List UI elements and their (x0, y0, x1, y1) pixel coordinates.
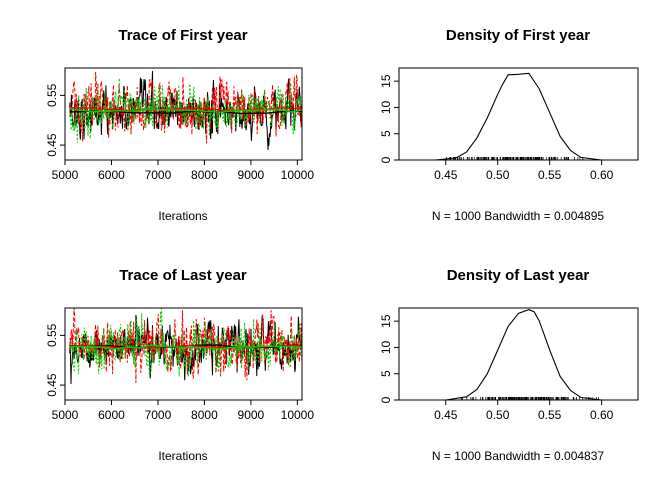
x-tick-label: 8000 (191, 408, 218, 422)
x-tick-label: 5000 (52, 408, 79, 422)
trace-line-series-2 (69, 71, 302, 144)
series-layer (445, 309, 602, 400)
series-layer (69, 71, 302, 151)
y-tick-label: 0 (379, 156, 393, 163)
x-axis-label: N = 1000 Bandwidth = 0.004895 (432, 209, 604, 223)
x-tick-label: 0.60 (590, 168, 614, 182)
y-tick-label: 5 (379, 130, 393, 137)
x-axis-label: Iterations (158, 209, 207, 223)
series-layer (69, 308, 302, 385)
axis-ticks: 0.45 0.50 0.55 0.60 0 5 10 15 (379, 74, 614, 182)
running-mean-series-3 (69, 344, 302, 350)
chart-title: Density of Last year (447, 267, 590, 284)
panel-trace-last-year: Trace of Last year 5000 6000 7000 8000 9000 1… (45, 267, 314, 463)
x-tick-label: 0.45 (434, 168, 458, 182)
rug-marks (460, 397, 599, 400)
panel-density-last-year: Density of Last year 0.45 0.50 0.55 0.60 0 5 1… (379, 267, 639, 463)
axis-ticks: 5000 6000 7000 8000 9000 10000 0.45 0.55 (45, 323, 314, 422)
x-tick-label: 7000 (145, 168, 172, 182)
y-tick-label: 0.45 (45, 133, 59, 157)
y-tick-label: 0 (379, 396, 393, 403)
x-tick-label: 6000 (98, 168, 125, 182)
series-layer (435, 72, 602, 160)
axis-ticks: 5000 6000 7000 8000 9000 10000 0.45 0.55 (45, 83, 314, 182)
x-tick-label: 0.45 (434, 408, 458, 422)
y-tick-label: 10 (379, 100, 393, 114)
x-tick-label: 8000 (191, 168, 218, 182)
y-tick-label: 15 (379, 74, 393, 88)
x-tick-label: 6000 (98, 408, 125, 422)
running-mean-series-3 (69, 108, 302, 113)
rug-marks (446, 157, 584, 160)
x-tick-label: 10000 (281, 168, 315, 182)
density-curve (435, 72, 602, 160)
y-tick-label: 5 (379, 370, 393, 377)
x-tick-label: 0.50 (486, 168, 510, 182)
x-tick-label: 9000 (238, 168, 265, 182)
y-tick-label: 0.55 (45, 323, 59, 347)
x-tick-label: 9000 (238, 408, 265, 422)
axis-ticks: 0.45 0.50 0.55 0.60 0 5 10 15 (379, 314, 614, 422)
x-axis-label: N = 1000 Bandwidth = 0.004837 (432, 449, 604, 463)
x-tick-label: 0.60 (590, 408, 614, 422)
x-tick-label: 7000 (145, 408, 172, 422)
x-tick-label: 0.55 (538, 168, 562, 182)
x-tick-label: 5000 (52, 168, 79, 182)
trace-line-series-3 (69, 308, 302, 377)
chart-title: Trace of First year (118, 27, 247, 44)
chart-title: Density of First year (446, 27, 590, 44)
x-axis-label: Iterations (158, 449, 207, 463)
y-tick-label: 10 (379, 340, 393, 354)
x-tick-label: 10000 (281, 408, 315, 422)
chart-title: Trace of Last year (119, 267, 247, 284)
y-tick-label: 0.55 (45, 83, 59, 107)
x-tick-label: 0.50 (486, 408, 510, 422)
panel-trace-first-year: Trace of First year 5000 6000 7000 8000 9000… (45, 27, 314, 223)
x-tick-label: 0.55 (538, 408, 562, 422)
panel-density-first-year: Density of First year 0.45 0.50 0.55 0.60 0 5… (379, 27, 639, 223)
density-curve (445, 309, 602, 400)
y-tick-label: 15 (379, 314, 393, 328)
y-tick-label: 0.45 (45, 373, 59, 397)
